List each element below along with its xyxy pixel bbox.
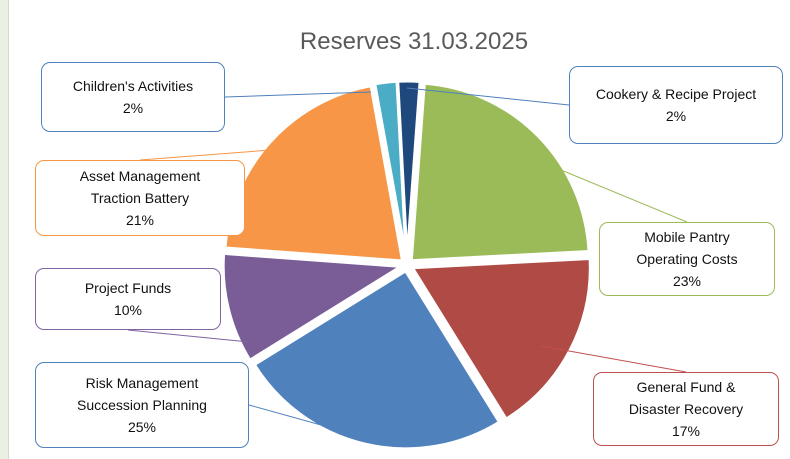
slice-percent: 25% (127, 419, 157, 435)
data-label-callout: Asset Management Traction Battery 21% (35, 160, 245, 236)
pie-chart (127, 79, 688, 451)
slice-label: Cookery & Recipe Project (595, 86, 757, 102)
leader-line (540, 345, 687, 373)
slice-label: Asset Management (79, 168, 201, 184)
slice-percent: 21% (125, 212, 155, 228)
pie-slice (409, 81, 591, 263)
slice-label: Succession Planning (77, 397, 207, 413)
slice-label: General Fund & (636, 379, 736, 395)
slice-label: Mobile Pantry (644, 229, 730, 245)
slice-percent: 10% (113, 302, 143, 318)
slice-percent: 2% (665, 108, 687, 124)
slice-percent: 17% (671, 423, 701, 439)
pie-slice (252, 268, 502, 451)
data-label-callout: Risk Management Succession Planning 25% (35, 362, 249, 448)
leader-line (248, 404, 340, 431)
data-label-callout: Mobile Pantry Operating Costs 23% (599, 222, 775, 296)
slice-label: Traction Battery (90, 190, 190, 206)
data-label-callout: Cookery & Recipe Project 2% (569, 66, 783, 144)
data-label-callout: Children's Activities 2% (41, 62, 225, 132)
pie-slice (409, 256, 592, 422)
leader-line (560, 169, 688, 223)
slice-label: Operating Costs (636, 251, 738, 267)
pie-slice (373, 79, 408, 260)
slice-percent: 23% (672, 273, 702, 289)
slice-label: Children's Activities (72, 78, 194, 94)
leader-line (406, 87, 570, 106)
leader-line (139, 149, 272, 161)
slice-percent: 2% (122, 100, 144, 116)
slice-label: Disaster Recovery (628, 401, 744, 417)
chart-title: Reserves 31.03.2025 (299, 28, 529, 55)
leader-line (127, 329, 250, 343)
data-label-callout: Project Funds 10% (35, 268, 221, 330)
pie-slice (223, 84, 405, 263)
slice-label: Risk Management (85, 375, 199, 391)
leader-line (224, 91, 372, 98)
slice-label: Project Funds (84, 280, 172, 296)
chart-area: Reserves 31.03.2025 Cookery & Recipe Pro… (8, 0, 790, 459)
data-label-callout: General Fund & Disaster Recovery 17% (593, 372, 779, 446)
pie-slice (221, 251, 406, 363)
